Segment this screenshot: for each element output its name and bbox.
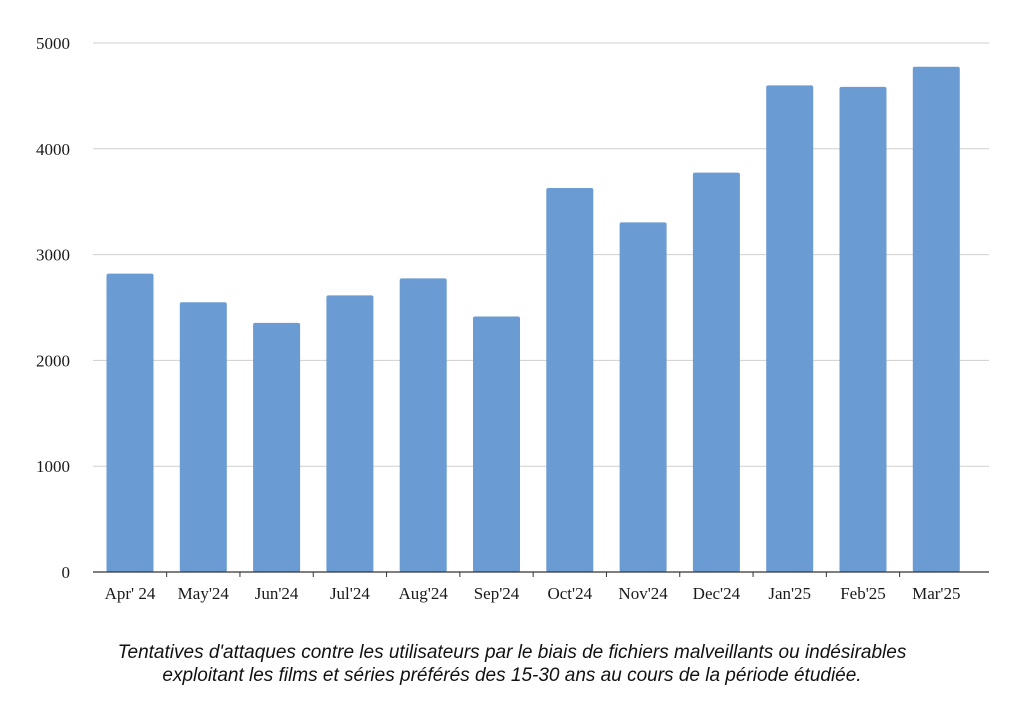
y-tick-label: 0 <box>62 563 71 582</box>
caption-line-2: exploitant les films et séries préférés … <box>162 665 862 686</box>
x-tick-label: Mar'25 <box>912 584 960 603</box>
bar <box>253 322 301 572</box>
x-tick-label: Nov'24 <box>618 584 668 603</box>
y-tick-label: 1000 <box>36 457 70 476</box>
figure-caption: Tentatives d'attaques contre les utilisa… <box>0 641 1024 687</box>
bar <box>912 66 960 573</box>
x-tick-label: Oct'24 <box>547 584 592 603</box>
y-axis-ticks: 0 1000 2000 3000 4000 5000 <box>36 34 70 582</box>
x-tick-label: Apr' 24 <box>105 584 156 603</box>
bar <box>399 278 447 572</box>
x-tick-label: May'24 <box>178 584 230 603</box>
x-axis-ticks: Apr' 24 May'24 Jun'24 Jul'24 Aug'24 Sep'24 Oct… <box>105 572 960 603</box>
bar <box>179 302 227 572</box>
bar <box>692 172 740 573</box>
bar <box>106 273 154 572</box>
bar <box>473 316 520 572</box>
bar-chart: 0 1000 2000 3000 4000 5000 Apr' 24 May'24 Jun'2… <box>36 34 989 603</box>
x-tick-label: Feb'25 <box>840 584 886 603</box>
y-tick-label: 3000 <box>36 246 70 265</box>
x-tick-label: Jul'24 <box>330 584 370 603</box>
x-tick-label: Jan'25 <box>768 584 811 603</box>
y-tick-label: 2000 <box>36 351 70 370</box>
y-tick-label: 4000 <box>36 140 70 159</box>
y-tick-label: 5000 <box>36 34 70 53</box>
bar <box>766 85 814 572</box>
bar <box>619 222 667 572</box>
caption-line-1: Tentatives d'attaques contre les utilisa… <box>117 642 907 663</box>
bar <box>546 187 594 573</box>
bar <box>839 86 887 573</box>
x-tick-label: Jun'24 <box>255 584 299 603</box>
x-tick-label: Dec'24 <box>693 584 741 603</box>
x-tick-label: Sep'24 <box>474 584 520 603</box>
x-tick-label: Aug'24 <box>399 584 449 603</box>
bars <box>106 66 960 573</box>
bar <box>326 295 374 572</box>
